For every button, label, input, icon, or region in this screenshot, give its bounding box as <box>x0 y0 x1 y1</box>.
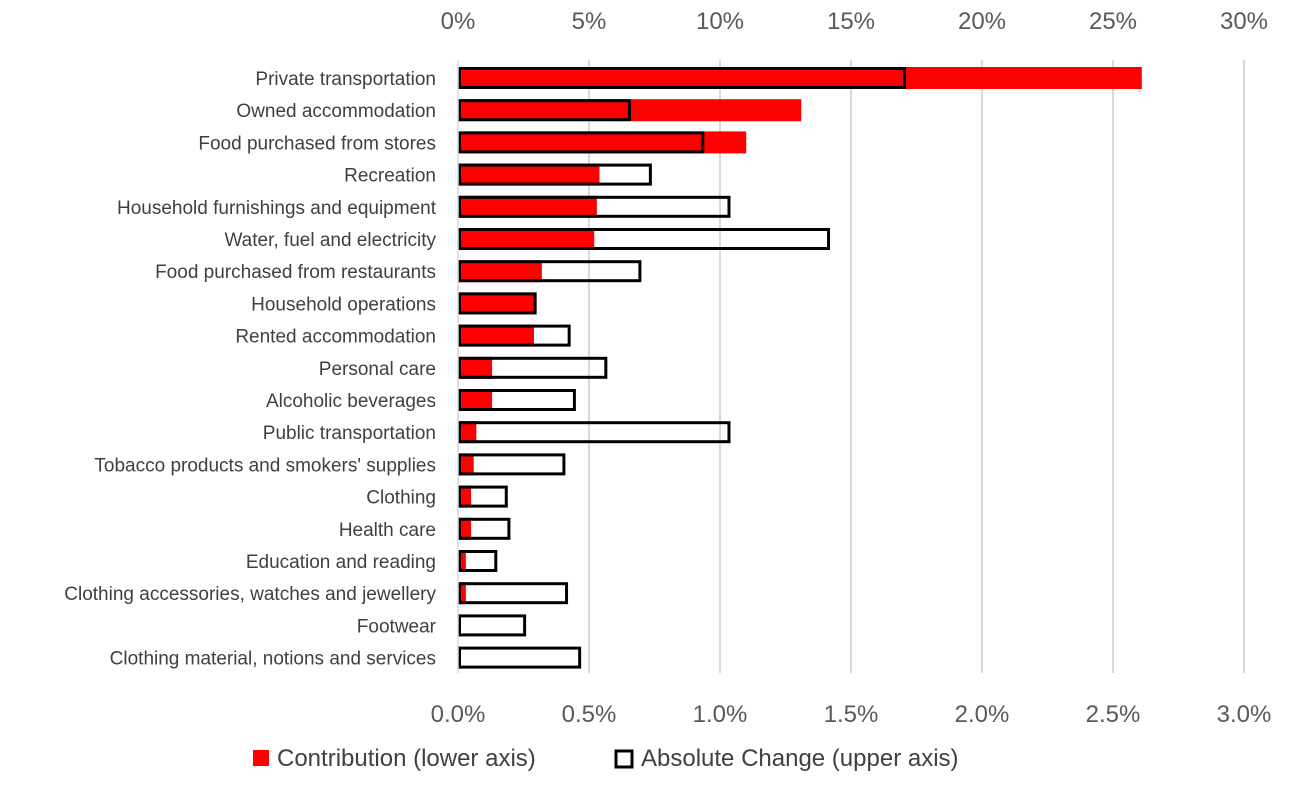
absolute-change-bar <box>458 550 498 572</box>
gridlines <box>588 60 1245 673</box>
absolute-change-bar <box>458 324 571 347</box>
category-label: Owned accommodation <box>236 101 436 122</box>
category-label: Household operations <box>251 294 436 315</box>
category-label: Food purchased from restaurants <box>155 262 436 283</box>
category-labels: Private transportation Owned accommodatio… <box>64 69 436 670</box>
lower-axis-ticks: 0.0% 0.5% 1.0% 1.5% 2.0% 2.5% 3.0% <box>431 701 1272 728</box>
contribution-bar <box>458 163 600 186</box>
contribution-bar <box>458 453 474 476</box>
lower-tick-label: 0.0% <box>431 701 486 728</box>
category-label: Clothing material, notions and services <box>110 649 436 670</box>
contribution-bar <box>458 324 534 347</box>
upper-tick-label: 0% <box>441 8 476 35</box>
contribution-bar <box>458 292 537 315</box>
contribution-bar <box>458 517 472 540</box>
category-label: Tobacco products and smokers' supplies <box>94 455 436 476</box>
category-label: Rented accommodation <box>235 327 436 348</box>
category-label: Clothing accessories, watches and jewell… <box>64 584 436 605</box>
category-label: Footwear <box>357 616 437 637</box>
contribution-bar <box>458 421 477 444</box>
contribution-bar <box>458 195 597 218</box>
legend-label-absolute-change: Absolute Change (upper axis) <box>641 745 959 772</box>
contribution-bar <box>458 67 1142 89</box>
category-label: Alcoholic beverages <box>266 391 436 412</box>
absolute-change-bar <box>458 163 652 186</box>
upper-tick-label: 10% <box>696 8 744 35</box>
lower-tick-label: 1.5% <box>824 701 879 728</box>
category-label: Public transportation <box>263 423 436 444</box>
category-label: Recreation <box>344 166 436 187</box>
upper-tick-label: 20% <box>958 8 1006 35</box>
lower-tick-label: 1.0% <box>693 701 748 728</box>
contribution-bar <box>458 228 595 250</box>
absolute-change-bar <box>458 614 527 637</box>
absolute-change-bar <box>458 228 831 250</box>
contribution-bar <box>458 356 493 379</box>
upper-tick-label: 25% <box>1089 8 1137 35</box>
category-label: Clothing <box>366 488 436 509</box>
contribution-bar <box>458 389 493 411</box>
contribution-bar <box>458 131 747 154</box>
upper-axis-ticks: 0% 5% 10% 15% 20% 25% 30% <box>441 8 1268 35</box>
upper-tick-label: 30% <box>1220 8 1268 35</box>
contribution-bar <box>458 550 466 572</box>
category-label: Education and reading <box>246 552 436 573</box>
category-label: Private transportation <box>255 69 436 90</box>
legend: Contribution (lower axis) Absolute Chang… <box>253 745 959 772</box>
absolute-change-bar <box>458 292 537 315</box>
absolute-change-bar <box>458 67 907 89</box>
absolute-change-bar <box>458 356 608 379</box>
legend-label-contribution: Contribution (lower axis) <box>277 745 536 772</box>
absolute-change-bar <box>458 195 731 218</box>
absolute-change-series <box>458 67 907 669</box>
absolute-change-bar <box>458 260 642 283</box>
absolute-change-bar <box>458 485 508 508</box>
lower-tick-label: 2.0% <box>955 701 1010 728</box>
upper-tick-label: 5% <box>572 8 607 35</box>
legend-swatch-contribution <box>253 750 269 766</box>
lower-tick-label: 3.0% <box>1217 701 1272 728</box>
absolute-change-bar <box>458 582 569 605</box>
absolute-change-bar <box>458 421 731 444</box>
lower-tick-label: 0.5% <box>562 701 617 728</box>
category-label: Personal care <box>319 359 436 380</box>
contribution-bar <box>458 260 542 283</box>
category-label: Food purchased from stores <box>198 133 436 154</box>
category-label: Household furnishings and equipment <box>117 198 437 219</box>
absolute-change-bar <box>458 131 705 154</box>
contribution-series <box>458 67 1142 669</box>
absolute-change-bar <box>458 389 576 411</box>
absolute-change-bar <box>458 646 582 669</box>
lower-tick-label: 2.5% <box>1086 701 1141 728</box>
absolute-change-bar <box>458 453 566 476</box>
upper-tick-label: 15% <box>827 8 875 35</box>
absolute-change-bar <box>458 517 511 540</box>
absolute-change-bar <box>458 99 631 122</box>
category-label: Health care <box>339 520 436 541</box>
legend-swatch-absolute-change <box>614 749 634 769</box>
contribution-bar <box>458 485 472 508</box>
contribution-bar <box>458 582 466 605</box>
category-label: Water, fuel and electricity <box>224 230 436 251</box>
